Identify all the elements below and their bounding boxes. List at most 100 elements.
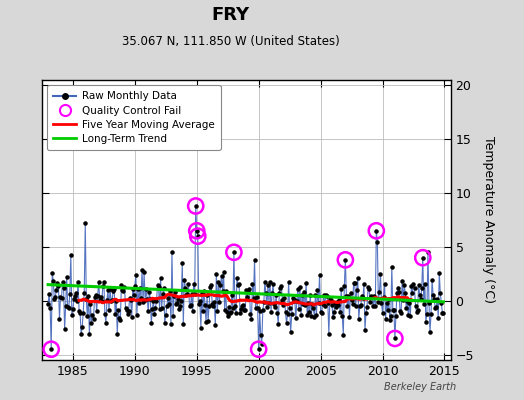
Point: [77, 331, 85, 338]
Point: [195, 298, 204, 304]
Point: [256, 308, 264, 315]
Point: [346, 290, 355, 296]
Point: [371, 302, 379, 309]
Point: [302, 280, 310, 286]
Point: [161, 312, 170, 318]
Point: [88, 320, 96, 326]
Point: [220, 269, 228, 275]
Point: [118, 287, 127, 294]
Point: [414, 282, 423, 288]
Point: [112, 298, 121, 304]
Point: [378, 310, 387, 316]
Point: [387, 313, 395, 319]
Point: [304, 300, 312, 306]
Point: [180, 276, 189, 283]
Point: [401, 289, 409, 296]
Point: [96, 294, 105, 300]
Point: [203, 292, 211, 298]
Point: [404, 312, 412, 319]
Point: [181, 285, 190, 291]
Point: [398, 278, 406, 284]
Point: [268, 290, 276, 296]
Point: [289, 294, 297, 301]
Point: [254, 305, 262, 312]
Point: [82, 296, 91, 302]
Point: [417, 296, 425, 302]
Point: [340, 283, 348, 289]
Point: [71, 293, 79, 300]
Point: [363, 304, 371, 310]
Point: [324, 300, 332, 306]
Point: [230, 249, 238, 256]
Point: [86, 300, 95, 307]
Point: [191, 203, 200, 209]
Point: [332, 304, 340, 310]
Point: [260, 279, 269, 285]
Point: [171, 288, 179, 295]
Point: [92, 308, 101, 315]
Point: [97, 298, 106, 304]
Point: [438, 310, 446, 316]
Point: [430, 296, 438, 302]
Point: [193, 233, 202, 239]
Point: [160, 320, 169, 326]
Point: [162, 303, 171, 310]
Point: [309, 305, 318, 312]
Point: [179, 321, 188, 327]
Point: [230, 249, 238, 256]
Point: [350, 280, 358, 286]
Point: [184, 281, 193, 287]
Point: [291, 297, 299, 303]
Point: [148, 306, 157, 312]
Legend: Raw Monthly Data, Quality Control Fail, Five Year Moving Average, Long-Term Tren: Raw Monthly Data, Quality Control Fail, …: [47, 85, 221, 150]
Point: [380, 281, 389, 287]
Point: [141, 297, 149, 304]
Point: [183, 290, 192, 297]
Point: [429, 292, 438, 298]
Point: [147, 320, 156, 326]
Point: [319, 301, 327, 308]
Point: [89, 311, 97, 318]
Point: [130, 283, 139, 290]
Point: [151, 304, 160, 311]
Point: [369, 303, 377, 310]
Point: [52, 287, 61, 293]
Point: [275, 290, 283, 296]
Point: [386, 317, 394, 323]
Point: [189, 308, 197, 315]
Point: [279, 302, 288, 308]
Point: [331, 300, 339, 306]
Point: [108, 297, 116, 303]
Point: [234, 282, 242, 288]
Point: [80, 290, 89, 296]
Point: [341, 257, 350, 263]
Point: [198, 289, 206, 296]
Point: [333, 299, 341, 306]
Point: [74, 278, 82, 285]
Point: [137, 295, 145, 301]
Point: [132, 272, 140, 278]
Point: [376, 270, 385, 277]
Point: [210, 299, 219, 306]
Point: [266, 279, 274, 286]
Point: [259, 307, 267, 314]
Point: [377, 299, 386, 306]
Point: [353, 286, 361, 293]
Point: [278, 296, 287, 303]
Point: [211, 322, 220, 328]
Point: [202, 319, 210, 326]
Point: [421, 281, 429, 287]
Point: [90, 294, 99, 300]
Point: [61, 303, 70, 309]
Point: [283, 311, 292, 318]
Point: [205, 302, 213, 309]
Point: [416, 292, 424, 298]
Point: [217, 273, 226, 279]
Point: [336, 309, 344, 316]
Point: [282, 320, 291, 326]
Point: [78, 324, 86, 330]
Point: [133, 312, 141, 318]
Point: [59, 285, 68, 291]
Point: [381, 316, 390, 322]
Point: [105, 307, 113, 313]
